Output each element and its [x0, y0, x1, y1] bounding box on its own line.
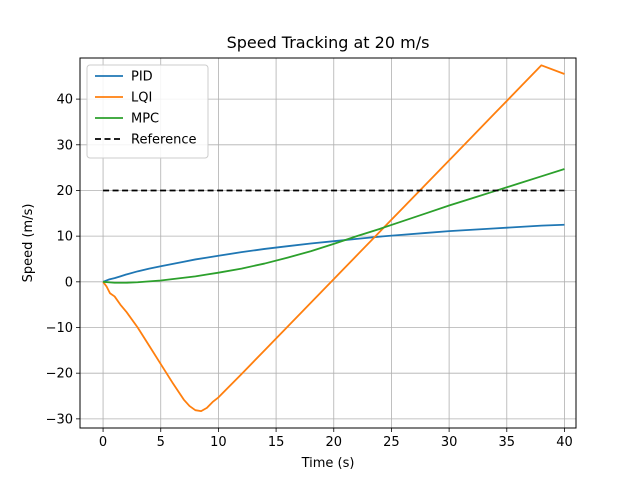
x-tick-label: 25	[383, 435, 400, 450]
plot-area-frame	[79, 57, 577, 429]
x-tick-label: 5	[157, 435, 165, 450]
y-tick-label: −30	[46, 412, 73, 427]
series-lines	[102, 64, 565, 413]
series-line-mpc	[102, 168, 565, 284]
y-axis-title: Speed (m/s)	[21, 204, 36, 283]
x-axis-title: Time (s)	[301, 456, 355, 471]
legend-label-mpc: MPC	[131, 112, 159, 127]
x-tick-label: 40	[556, 435, 573, 450]
y-tick-label: 20	[56, 184, 73, 199]
y-tick-label: 10	[56, 230, 73, 245]
y-tick-label: 30	[56, 138, 73, 153]
y-axis: −30 −20 −10 0 10 20 30 40	[46, 93, 80, 427]
legend-label-pid: PID	[131, 70, 153, 85]
x-tick-label: 30	[441, 435, 458, 450]
legend-label-reference: Reference	[131, 133, 196, 148]
series-line-lqi	[102, 64, 565, 413]
chart-title: Speed Tracking at 20 m/s	[227, 33, 430, 52]
y-tick-label: 40	[56, 93, 73, 108]
x-axis: 0 5 10 15 20 25 30 35 40	[99, 428, 573, 450]
series-line-pid	[102, 223, 565, 283]
x-tick-label: 0	[99, 435, 107, 450]
legend-box	[86, 64, 209, 159]
x-tick-label: 35	[499, 435, 516, 450]
y-tick-label: −20	[46, 367, 73, 382]
x-tick-label: 15	[268, 435, 285, 450]
legend-label-lqi: LQI	[131, 91, 152, 106]
grid-lines	[80, 58, 576, 428]
y-tick-label: −10	[46, 321, 73, 336]
x-tick-label: 10	[210, 435, 227, 450]
y-tick-label: 0	[65, 275, 73, 290]
legend: PID LQI MPC Reference	[86, 64, 209, 159]
x-tick-label: 20	[325, 435, 342, 450]
